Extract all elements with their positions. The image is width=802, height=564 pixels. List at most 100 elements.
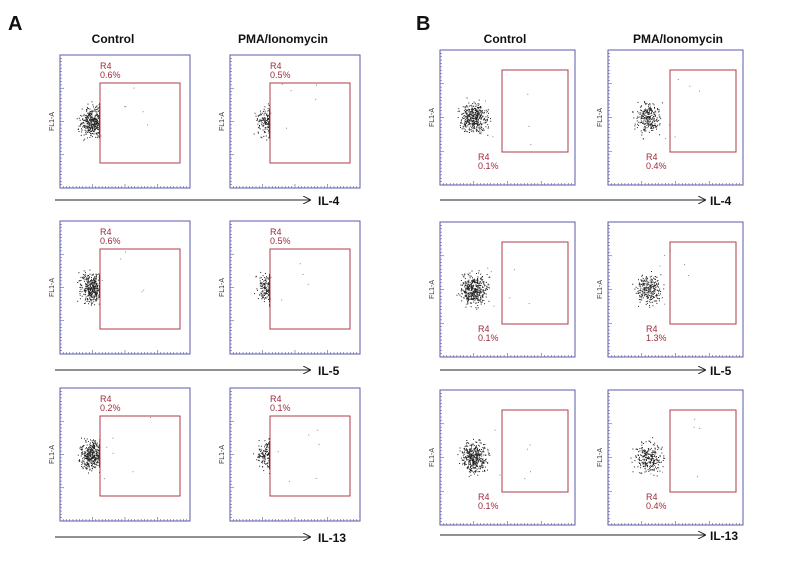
event-dot bbox=[479, 114, 480, 115]
event-dot bbox=[87, 456, 88, 457]
event-dot bbox=[84, 303, 85, 304]
event-dot bbox=[646, 301, 647, 302]
event-dot bbox=[90, 462, 91, 463]
event-dot bbox=[649, 295, 650, 296]
event-dot bbox=[641, 121, 642, 122]
event-dot bbox=[471, 285, 472, 286]
event-dot bbox=[471, 289, 472, 290]
event-dot bbox=[470, 123, 471, 124]
event-dot bbox=[488, 109, 489, 110]
event-dot bbox=[258, 446, 259, 447]
event-dot bbox=[645, 281, 646, 282]
event-dot bbox=[87, 455, 88, 456]
event-dot bbox=[465, 281, 466, 282]
event-dot bbox=[82, 291, 83, 292]
event-dot bbox=[655, 301, 656, 302]
event-dot bbox=[472, 280, 473, 281]
event-dot bbox=[264, 299, 265, 300]
event-dot bbox=[474, 124, 475, 125]
event-dot bbox=[261, 137, 262, 138]
event-dot bbox=[481, 456, 482, 457]
event-dot bbox=[480, 281, 481, 282]
event-dot bbox=[91, 448, 92, 449]
event-dot bbox=[85, 294, 86, 295]
event-dot bbox=[465, 291, 466, 292]
event-dot bbox=[477, 111, 478, 112]
event-dot bbox=[460, 122, 461, 123]
event-dot bbox=[654, 286, 655, 287]
event-dot bbox=[470, 448, 471, 449]
event-dot bbox=[647, 303, 648, 304]
event-dot bbox=[262, 120, 263, 121]
event-dot bbox=[77, 118, 78, 119]
event-dot bbox=[95, 124, 96, 125]
event-dot bbox=[259, 115, 260, 116]
event-dot bbox=[471, 468, 472, 469]
event-dot bbox=[264, 106, 265, 107]
event-dot bbox=[465, 111, 466, 112]
event-dot bbox=[478, 450, 479, 451]
event-dot bbox=[81, 438, 82, 439]
event-dot bbox=[481, 279, 482, 280]
event-dot bbox=[482, 130, 483, 131]
event-dot bbox=[487, 449, 488, 450]
event-dot bbox=[463, 282, 464, 283]
event-dot bbox=[106, 447, 107, 448]
event-dot bbox=[265, 445, 266, 446]
event-dot bbox=[482, 286, 483, 287]
event-dot bbox=[94, 284, 95, 285]
event-dot bbox=[267, 466, 268, 467]
event-dot bbox=[263, 275, 264, 276]
event-dot bbox=[466, 443, 467, 444]
event-dot bbox=[485, 290, 486, 291]
event-dot bbox=[484, 110, 485, 111]
event-dot bbox=[485, 120, 486, 121]
event-dot bbox=[472, 295, 473, 296]
event-dot bbox=[641, 276, 642, 277]
event-dot bbox=[530, 471, 531, 472]
event-dot bbox=[472, 120, 473, 121]
event-dot bbox=[268, 291, 269, 292]
event-dot bbox=[97, 292, 98, 293]
event-dot bbox=[640, 288, 641, 289]
y-axis-label: FL1-A bbox=[219, 278, 226, 297]
event-dot bbox=[678, 79, 679, 80]
event-dot bbox=[476, 445, 477, 446]
event-dot bbox=[263, 130, 264, 131]
event-dot bbox=[124, 106, 125, 107]
event-dot bbox=[464, 107, 465, 108]
event-dot bbox=[484, 460, 485, 461]
event-dot bbox=[462, 123, 463, 124]
event-dot bbox=[649, 109, 650, 110]
event-dot bbox=[268, 108, 269, 109]
event-dot bbox=[657, 286, 658, 287]
event-dot bbox=[480, 106, 481, 107]
event-dot bbox=[475, 463, 476, 464]
event-dot bbox=[656, 126, 657, 127]
event-dot bbox=[475, 295, 476, 296]
event-dot bbox=[86, 455, 87, 456]
event-dot bbox=[92, 458, 93, 459]
event-dot bbox=[79, 118, 80, 119]
event-dot bbox=[113, 453, 114, 454]
event-dot bbox=[87, 301, 88, 302]
event-dot bbox=[80, 124, 81, 125]
event-dot bbox=[466, 458, 467, 459]
event-dot bbox=[649, 288, 650, 289]
event-dot bbox=[88, 285, 89, 286]
event-dot bbox=[263, 455, 264, 456]
event-dot bbox=[653, 118, 654, 119]
event-dot bbox=[89, 461, 90, 462]
event-dot bbox=[471, 105, 472, 106]
event-dot bbox=[262, 125, 263, 126]
event-dot bbox=[87, 123, 88, 124]
event-dot bbox=[475, 297, 476, 298]
event-dot bbox=[486, 287, 487, 288]
event-dot bbox=[653, 116, 654, 117]
event-dot bbox=[85, 303, 86, 304]
event-dot bbox=[492, 136, 493, 137]
event-dot bbox=[85, 453, 86, 454]
event-dot bbox=[659, 134, 660, 135]
event-dot bbox=[657, 125, 658, 126]
